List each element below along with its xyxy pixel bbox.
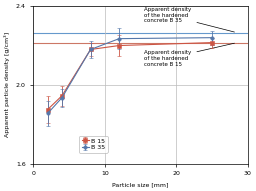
Y-axis label: Apparent particle density [g/cm³]: Apparent particle density [g/cm³] (4, 32, 10, 138)
X-axis label: Particle size [mm]: Particle size [mm] (112, 182, 169, 187)
Text: Apparent density
of the hardened
concrete B 15: Apparent density of the hardened concret… (144, 43, 234, 67)
Text: Apparent density
of the hardened
concrete B 35: Apparent density of the hardened concret… (144, 7, 234, 32)
Legend: B 15, B 35: B 15, B 35 (79, 136, 108, 153)
